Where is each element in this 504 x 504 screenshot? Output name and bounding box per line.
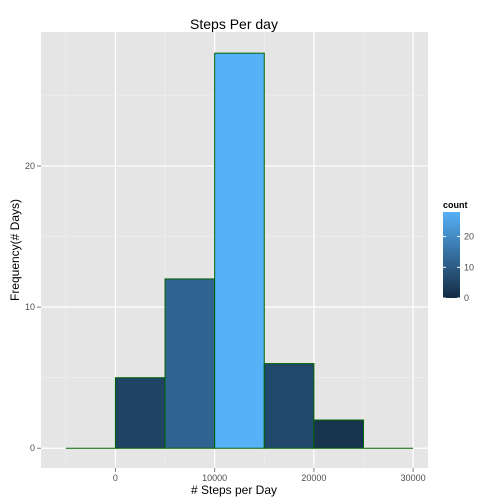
bar-3: [214, 52, 265, 449]
y-tick-label: 20: [25, 161, 35, 171]
bar-4: [263, 363, 315, 449]
x-tick-label: 10000: [202, 473, 227, 483]
y-tick-label: 0: [30, 443, 35, 453]
legend-tick-label: 0: [464, 293, 469, 303]
legend-tick-label: 20: [464, 232, 474, 242]
bar-1: [114, 377, 166, 449]
bars: [65, 52, 414, 449]
legend: count 0 10 20: [443, 200, 474, 303]
x-tick-label: 20000: [301, 473, 326, 483]
x-tick-label: 30000: [401, 473, 426, 483]
y-tick-label: 10: [25, 302, 35, 312]
legend-tick-label: 10: [464, 262, 474, 272]
bar-2: [164, 278, 216, 449]
bar-5: [313, 419, 364, 449]
y-axis: 0 10 20: [25, 161, 41, 453]
legend-title: count: [443, 200, 468, 210]
x-axis-title: # Steps per Day: [191, 483, 277, 497]
chart-title: Steps Per day: [190, 16, 278, 32]
x-axis: 0 10000 20000 30000: [113, 468, 426, 483]
legend-ticks: 0 10 20: [443, 232, 474, 303]
x-tick-label: 0: [113, 473, 118, 483]
y-axis-title: Frequency(# Days): [8, 199, 22, 301]
legend-colorbar: [443, 212, 460, 298]
